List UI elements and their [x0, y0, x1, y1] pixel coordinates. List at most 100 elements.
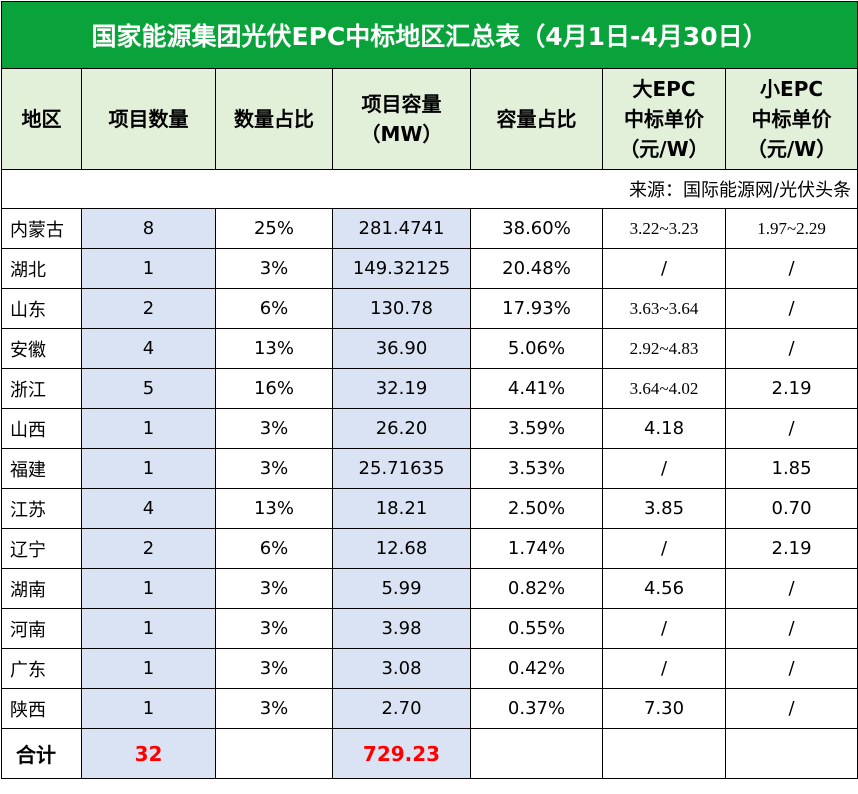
- cell-capacity-pct: 5.06%: [470, 328, 603, 369]
- cell-count: 2: [81, 528, 216, 569]
- cell-small-epc: /: [724, 608, 858, 649]
- header-capacity-line1: 项目容量: [361, 92, 442, 116]
- cell-count: 1: [81, 608, 216, 649]
- cell-big-epc: 3.63~3.64: [602, 288, 726, 329]
- cell-big-epc: 7.30: [602, 688, 726, 729]
- cell-capacity: 36.90: [332, 328, 471, 369]
- cell-small-epc: /: [724, 328, 858, 369]
- cell-capacity: 26.20: [332, 408, 471, 449]
- cell-big-epc: /: [602, 248, 726, 289]
- cell-big-epc: 3.64~4.02: [602, 368, 726, 409]
- table-row: 浙江 5 16% 32.19 4.41% 3.64~4.02 2.19: [1, 368, 858, 409]
- cell-capacity-pct: 0.55%: [470, 608, 603, 649]
- cell-big-epc: 3.22~3.23: [602, 208, 726, 249]
- cell-count-pct: 25%: [215, 208, 333, 249]
- table-row: 广东 1 3% 3.08 0.42% / /: [1, 648, 858, 689]
- cell-capacity: 3.08: [332, 648, 471, 689]
- cell-count: 1: [81, 248, 216, 289]
- cell-region: 湖北: [1, 248, 82, 289]
- header-big-epc-line1: 大EPC: [632, 77, 696, 101]
- cell-count: 1: [81, 448, 216, 489]
- cell-big-epc: 3.85: [602, 488, 726, 529]
- cell-count-pct: 3%: [215, 248, 333, 289]
- header-region: 地区: [1, 68, 82, 170]
- cell-small-epc: 1.85: [724, 448, 858, 489]
- cell-capacity-pct: 0.82%: [470, 568, 603, 609]
- cell-region: 浙江: [1, 368, 82, 409]
- total-label: 合计: [1, 728, 82, 779]
- cell-small-epc: /: [724, 288, 858, 329]
- header-count-pct: 数量占比: [215, 68, 333, 170]
- table-title: 国家能源集团光伏EPC中标地区汇总表（4月1日-4月30日）: [0, 1, 858, 69]
- cell-capacity-pct: 17.93%: [470, 288, 603, 329]
- cell-count-pct: 6%: [215, 288, 333, 329]
- cell-small-epc: /: [724, 408, 858, 449]
- cell-capacity-pct: 0.37%: [470, 688, 603, 729]
- cell-big-epc: /: [602, 528, 726, 569]
- table-row: 辽宁 2 6% 12.68 1.74%/2.19: [1, 528, 858, 569]
- header-big-epc: 大EPC 中标单价 （元/W）: [602, 68, 726, 170]
- cell-capacity: 149.32125: [332, 248, 471, 289]
- header-capacity: 项目容量 （MW）: [332, 68, 471, 170]
- cell-count-pct: 3%: [215, 688, 333, 729]
- header-count: 项目数量: [81, 68, 216, 170]
- cell-region: 陕西: [1, 688, 82, 729]
- total-capacity-pct: [470, 728, 603, 779]
- cell-count: 1: [81, 648, 216, 689]
- cell-count: 1: [81, 568, 216, 609]
- cell-big-epc: 4.56: [602, 568, 726, 609]
- cell-count-pct: 13%: [215, 328, 333, 369]
- header-capacity-line2: （MW）: [360, 122, 443, 146]
- cell-capacity: 12.68: [332, 528, 471, 569]
- header-big-epc-line2: 中标单价: [624, 107, 704, 131]
- source-row: 来源：国际能源网/光伏头条: [0, 169, 858, 209]
- cell-capacity-pct: 0.42%: [470, 648, 603, 689]
- total-small-epc: [724, 728, 858, 779]
- table-row: 湖南 1 3% 5.99 0.82% 4.56/: [1, 568, 858, 609]
- cell-region: 广东: [1, 648, 82, 689]
- cell-big-epc: 4.18: [602, 408, 726, 449]
- table-row: 江苏 4 13% 18.21 2.50% 3.85 0.70: [1, 488, 858, 529]
- cell-small-epc: 1.97~2.29: [724, 208, 858, 249]
- cell-count: 1: [81, 408, 216, 449]
- cell-capacity-pct: 20.48%: [470, 248, 603, 289]
- cell-region: 山东: [1, 288, 82, 329]
- cell-capacity: 281.4741: [332, 208, 471, 249]
- table-row: 内蒙古 8 25% 281.4741 38.60% 3.22~3.23 1.97~2.29: [1, 208, 858, 249]
- cell-small-epc: 0.70: [724, 488, 858, 529]
- cell-count-pct: 3%: [215, 448, 333, 489]
- total-big-epc: [602, 728, 726, 779]
- cell-count: 2: [81, 288, 216, 329]
- cell-capacity-pct: 4.41%: [470, 368, 603, 409]
- total-row: 合计 32 729.23: [1, 728, 858, 779]
- table-row: 陕西 1 3% 2.70 0.37% 7.30/: [1, 688, 858, 729]
- cell-big-epc: /: [602, 448, 726, 489]
- cell-big-epc: /: [602, 648, 726, 689]
- table-row: 山西 1 3% 26.20 3.59% 4.18/: [1, 408, 858, 449]
- cell-big-epc: /: [602, 608, 726, 649]
- cell-small-epc: /: [724, 648, 858, 689]
- header-big-epc-line3: （元/W）: [619, 137, 709, 161]
- cell-count-pct: 3%: [215, 608, 333, 649]
- cell-capacity: 2.70: [332, 688, 471, 729]
- cell-small-epc: 2.19: [724, 528, 858, 569]
- cell-small-epc: /: [724, 568, 858, 609]
- cell-capacity-pct: 38.60%: [470, 208, 603, 249]
- cell-capacity-pct: 1.74%: [470, 528, 603, 569]
- cell-small-epc: 2.19: [724, 368, 858, 409]
- cell-count-pct: 6%: [215, 528, 333, 569]
- cell-count-pct: 3%: [215, 408, 333, 449]
- table-row: 河南 1 3% 3.98 0.55% / /: [1, 608, 858, 649]
- table-row: 山东 2 6% 130.78 17.93% 3.63~3.64/: [1, 288, 858, 329]
- cell-capacity-pct: 2.50%: [470, 488, 603, 529]
- header-small-epc-line3: （元/W）: [746, 137, 837, 161]
- header-capacity-pct: 容量占比: [470, 68, 603, 170]
- cell-region: 湖南: [1, 568, 82, 609]
- total-count-pct: [215, 728, 333, 779]
- source-note: 来源：国际能源网/光伏头条: [0, 169, 858, 209]
- cell-capacity: 3.98: [332, 608, 471, 649]
- cell-capacity-pct: 3.53%: [470, 448, 603, 489]
- cell-region: 福建: [1, 448, 82, 489]
- cell-big-epc: 2.92~4.83: [602, 328, 726, 369]
- total-capacity: 729.23: [332, 728, 471, 779]
